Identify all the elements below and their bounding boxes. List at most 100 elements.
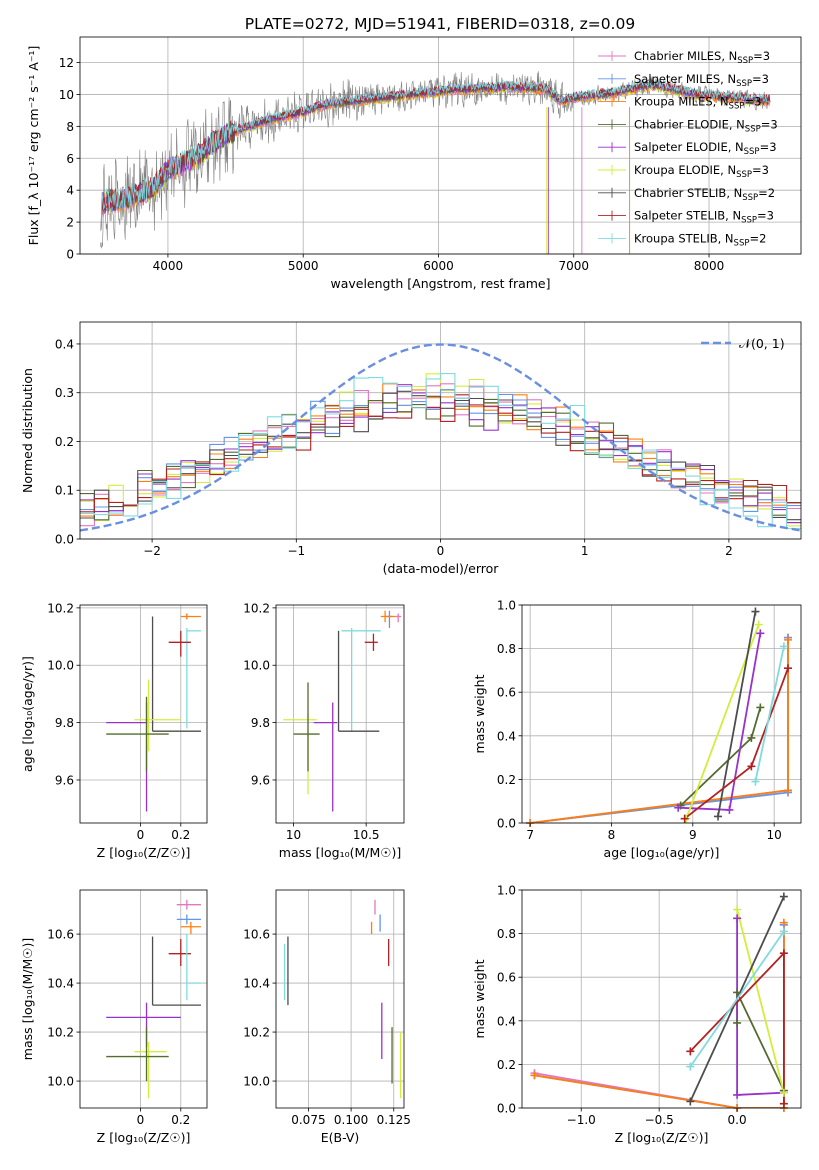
y-tick-label: 10.2 [47,1026,74,1040]
plus-marker [756,629,765,638]
errorbar-point [337,630,380,732]
y-axis-label: age [log₁₀(age/yr)] [20,656,35,772]
x-tick-label: 0.075 [291,1113,325,1127]
plus-marker [686,1097,695,1106]
x-tick-label: 0.125 [377,1113,411,1127]
plus-marker [747,733,756,742]
axes-weight_vs_age: 7 8 9 10 0.0 0.2 0.4 0.6 0.8 1.0 age [log₁₀(age/yr… [472,599,802,860]
plus-marker [779,949,788,958]
x-tick-label: 8000 [694,259,725,273]
panel-residuals [80,322,801,540]
spectrum-legend: Chabrier MILES, NSSP=3 Salpeter MILES, NS… [598,49,778,248]
x-tick-label: 7000 [558,259,589,273]
y-tick-label: 10.2 [243,601,270,615]
plus-marker [783,786,792,795]
y-tick-label: 0.4 [55,337,74,351]
legend-label: Chabrier MILES, NSSP=3 [634,49,770,66]
plus-marker [725,805,734,814]
errorbar-point [168,630,191,657]
x-tick-label: 0.2 [171,1113,190,1127]
y-tick-label: 10.6 [243,928,270,942]
x-axis-label: E(B-V) [321,1130,360,1145]
plus-marker [733,988,742,997]
y-tick-label: 10.6 [47,928,74,942]
errorbar-point [364,633,378,651]
y-tick-label: 9.8 [55,716,74,730]
errorbar-point [176,914,201,925]
legend-label: Chabrier ELODIE, NSSP=3 [634,117,778,134]
y-tick-label: 0.0 [55,533,74,547]
errorbar-point [134,1041,167,1099]
y-tick-label: 12 [59,56,74,70]
x-tick-label: 0.0 [728,1113,747,1127]
x-tick-label: 0.100 [334,1113,368,1127]
y-axis-label: Flux [f_λ 10⁻¹⁷ erg cm⁻² s⁻¹ A⁻¹] [26,46,41,246]
residual-histogram [80,373,801,527]
errorbar-point [180,921,201,935]
y-tick-label: 0.4 [497,1014,516,1028]
errorbar-point [106,1002,181,1047]
legend-label: Kroupa MILES, NSSP=3 [634,95,761,112]
plus-marker [674,803,683,812]
y-tick-label: 10.0 [47,659,74,673]
figure-title: PLATE=0272, MJD=51941, FIBERID=0318, z=0… [245,15,635,33]
axes-residuals: −2 −1 0 1 2 0.0 0.1 0.2 0.3 0.4 (data-model)/error… [20,321,802,576]
y-tick-label: 10.4 [243,977,270,991]
y-axis-label: mass [log₁₀(M/M☉)] [20,938,35,1060]
plus-marker [783,635,792,644]
y-tick-label: 10.2 [47,601,74,615]
legend-label: Chabrier STELIB, NSSP=2 [634,186,775,203]
plus-marker [714,812,723,821]
x-tick-label: 0 [137,1113,145,1127]
panel-mass_vs_Z [80,890,207,1108]
residual-histogram [80,394,801,513]
axes-mass_vs_Z: 0 0.2 10.0 10.2 10.4 10.6 Z [log₁₀(Z/Z☉)] mass … [20,889,208,1145]
legend-label: Salpeter MILES, NSSP=3 [634,72,769,89]
y-tick-label: 0.2 [55,435,74,449]
axes-weight_vs_Z: −1.0 −0.5 0.0 0.0 0.2 0.4 0.6 0.8 1.0 Z [log₁₀(Z/… [472,884,802,1145]
x-tick-label: −1 [287,544,305,558]
errorbar-point [168,938,191,966]
mass-weight-line [736,909,785,1093]
x-axis-label: mass [log₁₀(M/M☉)] [279,845,401,860]
plot-area [283,899,402,1099]
residual-histogram [80,383,801,527]
x-tick-label: −0.5 [645,1113,674,1127]
x-tick-label: 1 [581,544,589,558]
axes-mass_vs_ebv: 0.075 0.100 0.125 10.0 10.2 10.4 10.6 E(B-V) [243,889,411,1145]
errorbar-point [106,696,169,772]
errorbar-point [380,610,396,623]
errorbar-point [180,613,201,620]
errorbar-point [313,702,338,812]
axes-frame [521,889,802,1109]
errorbar-point [106,1027,169,1082]
plus-marker [733,1018,742,1027]
y-tick-label: 0.0 [497,1102,516,1116]
panel-age_vs_mass [276,605,404,823]
legend-label: Kroupa ELODIE, NSSP=3 [634,163,769,180]
x-axis-label: Z [log₁₀(Z/Z☉)] [615,1130,709,1145]
plot-area [100,71,771,254]
panel-weight_vs_age [522,604,801,827]
plus-marker [733,914,742,923]
errorbar-point [293,682,320,772]
x-tick-label: 9 [689,828,697,842]
y-tick-label: 9.6 [251,773,270,787]
plus-marker [779,1099,788,1108]
plus-marker [751,607,760,616]
x-tick-label: 8 [608,828,616,842]
y-tick-label: 10.0 [243,1075,270,1089]
errorbar-point [134,679,181,752]
plots-layer: 4000 5000 6000 7000 8000024681012wavelength … [20,36,802,1145]
axes-age_vs_Z: 0 0.2 9.6 9.8 10.0 10.2 Z [log₁₀(Z/Z☉)] age [lo… [20,601,208,860]
x-axis-label: Z [log₁₀(Z/Z☉)] [97,1130,191,1145]
x-tick-label: −2 [143,544,161,558]
mass-weight-line [689,930,785,1068]
x-tick-label: 10.5 [353,828,380,842]
errorbar-point [341,627,381,732]
plot-area [529,611,789,823]
plus-marker [779,918,788,927]
residual-histogram [80,373,801,529]
y-tick-label: 0 [66,248,74,262]
axes-frame [275,889,405,1109]
